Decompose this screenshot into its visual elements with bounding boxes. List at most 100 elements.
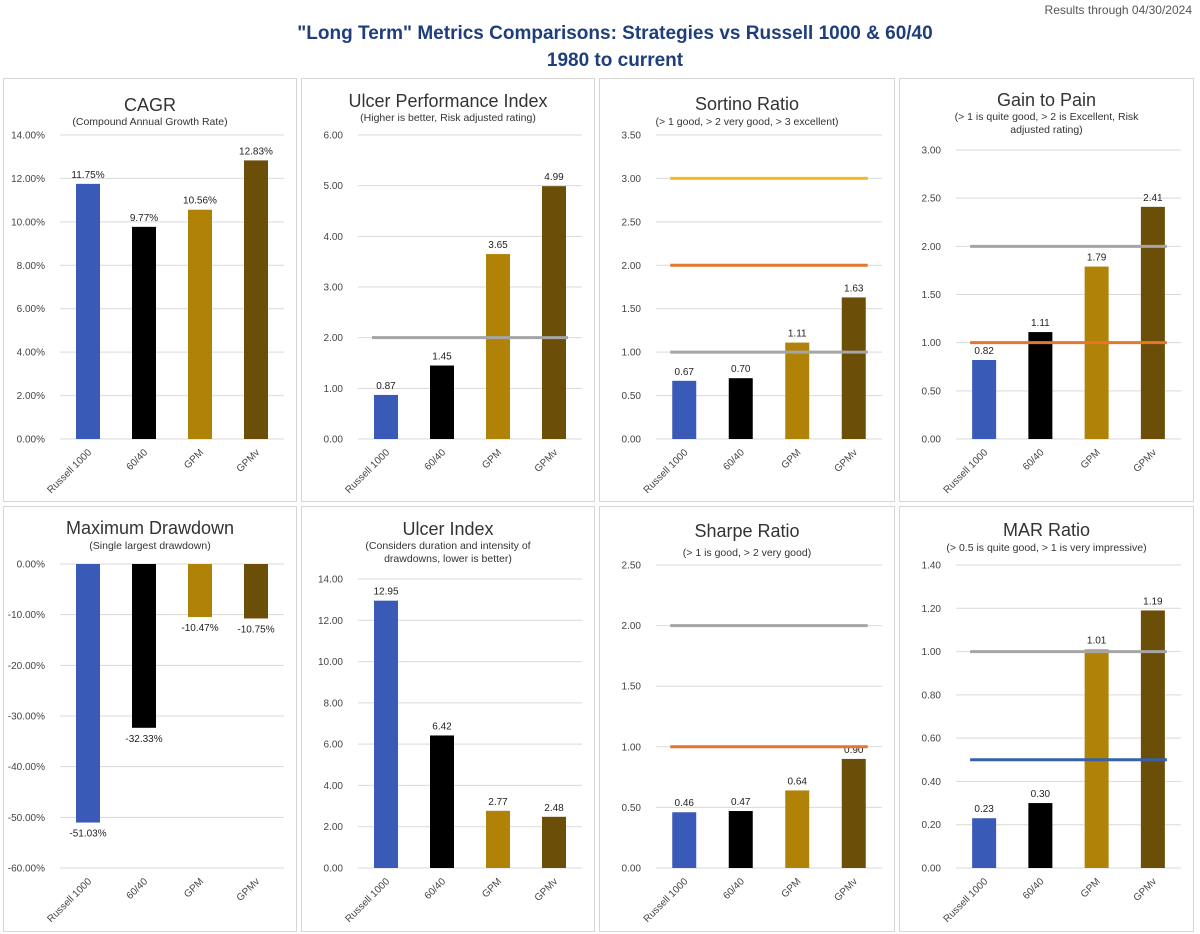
x-tick-label-60-40: 60/40 (423, 876, 449, 902)
y-tick-label: 0.80 (922, 690, 942, 701)
x-tick-label-russell-1000: Russell 1000 (942, 876, 991, 925)
cagr-chart: CAGR(Compound Annual Growth Rate) 0.00% 2.… (11, 95, 284, 496)
data-label-60-40: 9.77% (130, 213, 158, 224)
y-tick-label: 0.20 (922, 820, 942, 831)
y-tick-label: 8.00 (324, 698, 344, 709)
y-tick-label: 3.50 (622, 131, 642, 142)
x-tick-label-60-40: 60/40 (1021, 876, 1047, 902)
y-tick-label: 0.40 (922, 777, 942, 788)
chart-subtitle: adjusted rating) (1010, 124, 1082, 136)
bar-60-40 (430, 365, 454, 439)
x-tick-label-gpmv: GPMv (235, 876, 262, 903)
data-label-gpm: 10.56% (183, 196, 217, 207)
data-label-gpm: 0.64 (788, 776, 808, 787)
bar-gpm (486, 810, 510, 868)
y-tick-label: 4.00 (324, 781, 344, 792)
data-label-gpmv: 2.41 (1143, 193, 1163, 204)
y-tick-label: 2.00 (922, 242, 942, 253)
max_drawdown-chart: Maximum Drawdown (Single largest drawdown… (8, 518, 284, 925)
y-tick-label: -60.00% (8, 864, 45, 875)
bar-russell-1000 (76, 564, 100, 823)
y-tick-label: 3.00 (622, 174, 642, 185)
data-label-gpm: -10.47% (181, 623, 218, 634)
y-tick-label: 1.00 (922, 338, 942, 349)
x-tick-label-gpm: GPM (480, 447, 504, 471)
data-label-russell-1000: 0.46 (675, 798, 695, 809)
chart-subtitle: (Single largest drawdown) (89, 540, 210, 552)
x-tick-label-gpm: GPM (779, 876, 803, 900)
chart-subtitle: (> 1 is good, > 2 very good) (683, 547, 811, 559)
x-tick-label-60-40: 60/40 (125, 876, 151, 902)
y-tick-label: 2.50 (622, 561, 642, 572)
bar-gpmv (244, 564, 268, 619)
chart-title: Maximum Drawdown (66, 518, 234, 538)
x-tick-label-gpmv: GPMv (832, 447, 859, 474)
x-tick-label-60-40: 60/40 (721, 447, 747, 473)
y-tick-label: 2.00 (324, 333, 344, 344)
chart-title: Ulcer Performance Index (348, 91, 547, 111)
y-tick-label: 0.00 (622, 864, 642, 875)
y-tick-label: 10.00 (318, 657, 343, 668)
x-tick-label-gpm: GPM (480, 876, 504, 900)
y-tick-label: 2.00% (17, 391, 45, 402)
chart-subtitle: (Higher is better, Risk adjusted rating) (360, 112, 536, 124)
y-tick-label: -30.00% (8, 712, 45, 723)
data-label-gpmv: 0.90 (844, 745, 864, 756)
data-label-60-40: 6.42 (432, 721, 452, 732)
mar-ratio-chart-panel: MAR Ratio (> 0.5 is quite good, > 1 is ve… (899, 506, 1194, 932)
y-tick-label: 6.00% (17, 304, 45, 315)
bar-russell-1000 (672, 380, 697, 439)
y-tick-label: 4.00 (324, 232, 344, 243)
y-tick-label: 1.00 (324, 384, 344, 395)
y-tick-label: 1.00 (922, 647, 942, 658)
cagr-chart-panel: CAGR (Compound Annual Growth Rate) 0.00% 2.… (3, 78, 297, 502)
bar-gpm (486, 254, 510, 439)
chart-title: Sortino Ratio (695, 94, 799, 114)
x-tick-label-russell-1000: Russell 1000 (642, 447, 691, 496)
sharpe-chart: Sharpe Ratio (> 1 is good, > 2 very good)… (622, 521, 882, 925)
data-label-russell-1000: 11.75% (71, 170, 104, 181)
data-label-60-40: 0.30 (1031, 789, 1051, 800)
bar-gpm (1084, 266, 1109, 439)
bar-russell-1000 (374, 394, 398, 439)
chart-title: Sharpe Ratio (694, 521, 799, 541)
bar-gpmv (1140, 206, 1165, 439)
ulcer-performance-index-chart-panel: Ulcer Performance Index (Higher is better… (301, 78, 595, 502)
bar-gpm (188, 209, 212, 439)
chart-subtitle: (Compound Annual Growth Rate) (72, 116, 227, 128)
y-tick-label: 0.00 (324, 435, 344, 446)
bar-60-40 (728, 378, 753, 439)
y-tick-label: 1.50 (622, 682, 642, 693)
data-label-60-40: 0.47 (731, 797, 751, 808)
bar-gpmv (1140, 610, 1165, 868)
x-tick-label-gpm: GPM (779, 447, 803, 471)
ulcer-index-chart-panel: Ulcer Index (Considers duration and inten… (301, 506, 595, 932)
y-tick-label: 0.00 (922, 435, 942, 446)
maximum-drawdown-chart-panel: Maximum Drawdown (Single largest drawdown… (3, 506, 297, 932)
x-tick-label-gpm: GPM (1079, 876, 1103, 900)
gain_to_pain-chart: Gain to Pain(> 1 is quite good, > 2 is E… (922, 90, 1181, 496)
data-label-gpmv: 2.48 (544, 803, 564, 814)
y-tick-label: 2.50 (922, 194, 942, 205)
y-tick-label: 1.00 (622, 348, 642, 359)
data-label-60-40: 1.11 (1031, 318, 1050, 329)
y-tick-label: 3.00 (324, 283, 344, 294)
data-label-60-40: 0.70 (731, 364, 751, 375)
page-title-line-1: "Long Term" Metrics Comparisons: Strateg… (297, 23, 933, 44)
gain-to-pain-chart-panel: Gain to Pain (> 1 is quite good, > 2 is E… (899, 78, 1194, 502)
data-label-60-40: 1.45 (432, 352, 452, 363)
x-tick-label-russell-1000: Russell 1000 (343, 876, 392, 925)
y-tick-label: 1.50 (922, 290, 942, 301)
bar-russell-1000 (972, 818, 997, 868)
y-tick-label: 0.50 (622, 803, 642, 814)
bar-60-40 (430, 735, 454, 868)
bar-russell-1000 (672, 812, 697, 868)
mar-chart: MAR Ratio (> 0.5 is quite good, > 1 is ve… (922, 520, 1181, 925)
data-label-gpmv: 4.99 (544, 172, 564, 183)
upi-chart: Ulcer Performance Index(Higher is better… (324, 91, 582, 496)
x-tick-label-russell-1000: Russell 1000 (45, 447, 94, 496)
data-label-gpm: 1.01 (1087, 635, 1107, 646)
page-title: "Long Term" Metrics Comparisons: Strateg… (0, 20, 1200, 74)
x-tick-label-gpmv: GPMv (533, 876, 560, 903)
data-label-gpm: 3.65 (488, 240, 508, 251)
